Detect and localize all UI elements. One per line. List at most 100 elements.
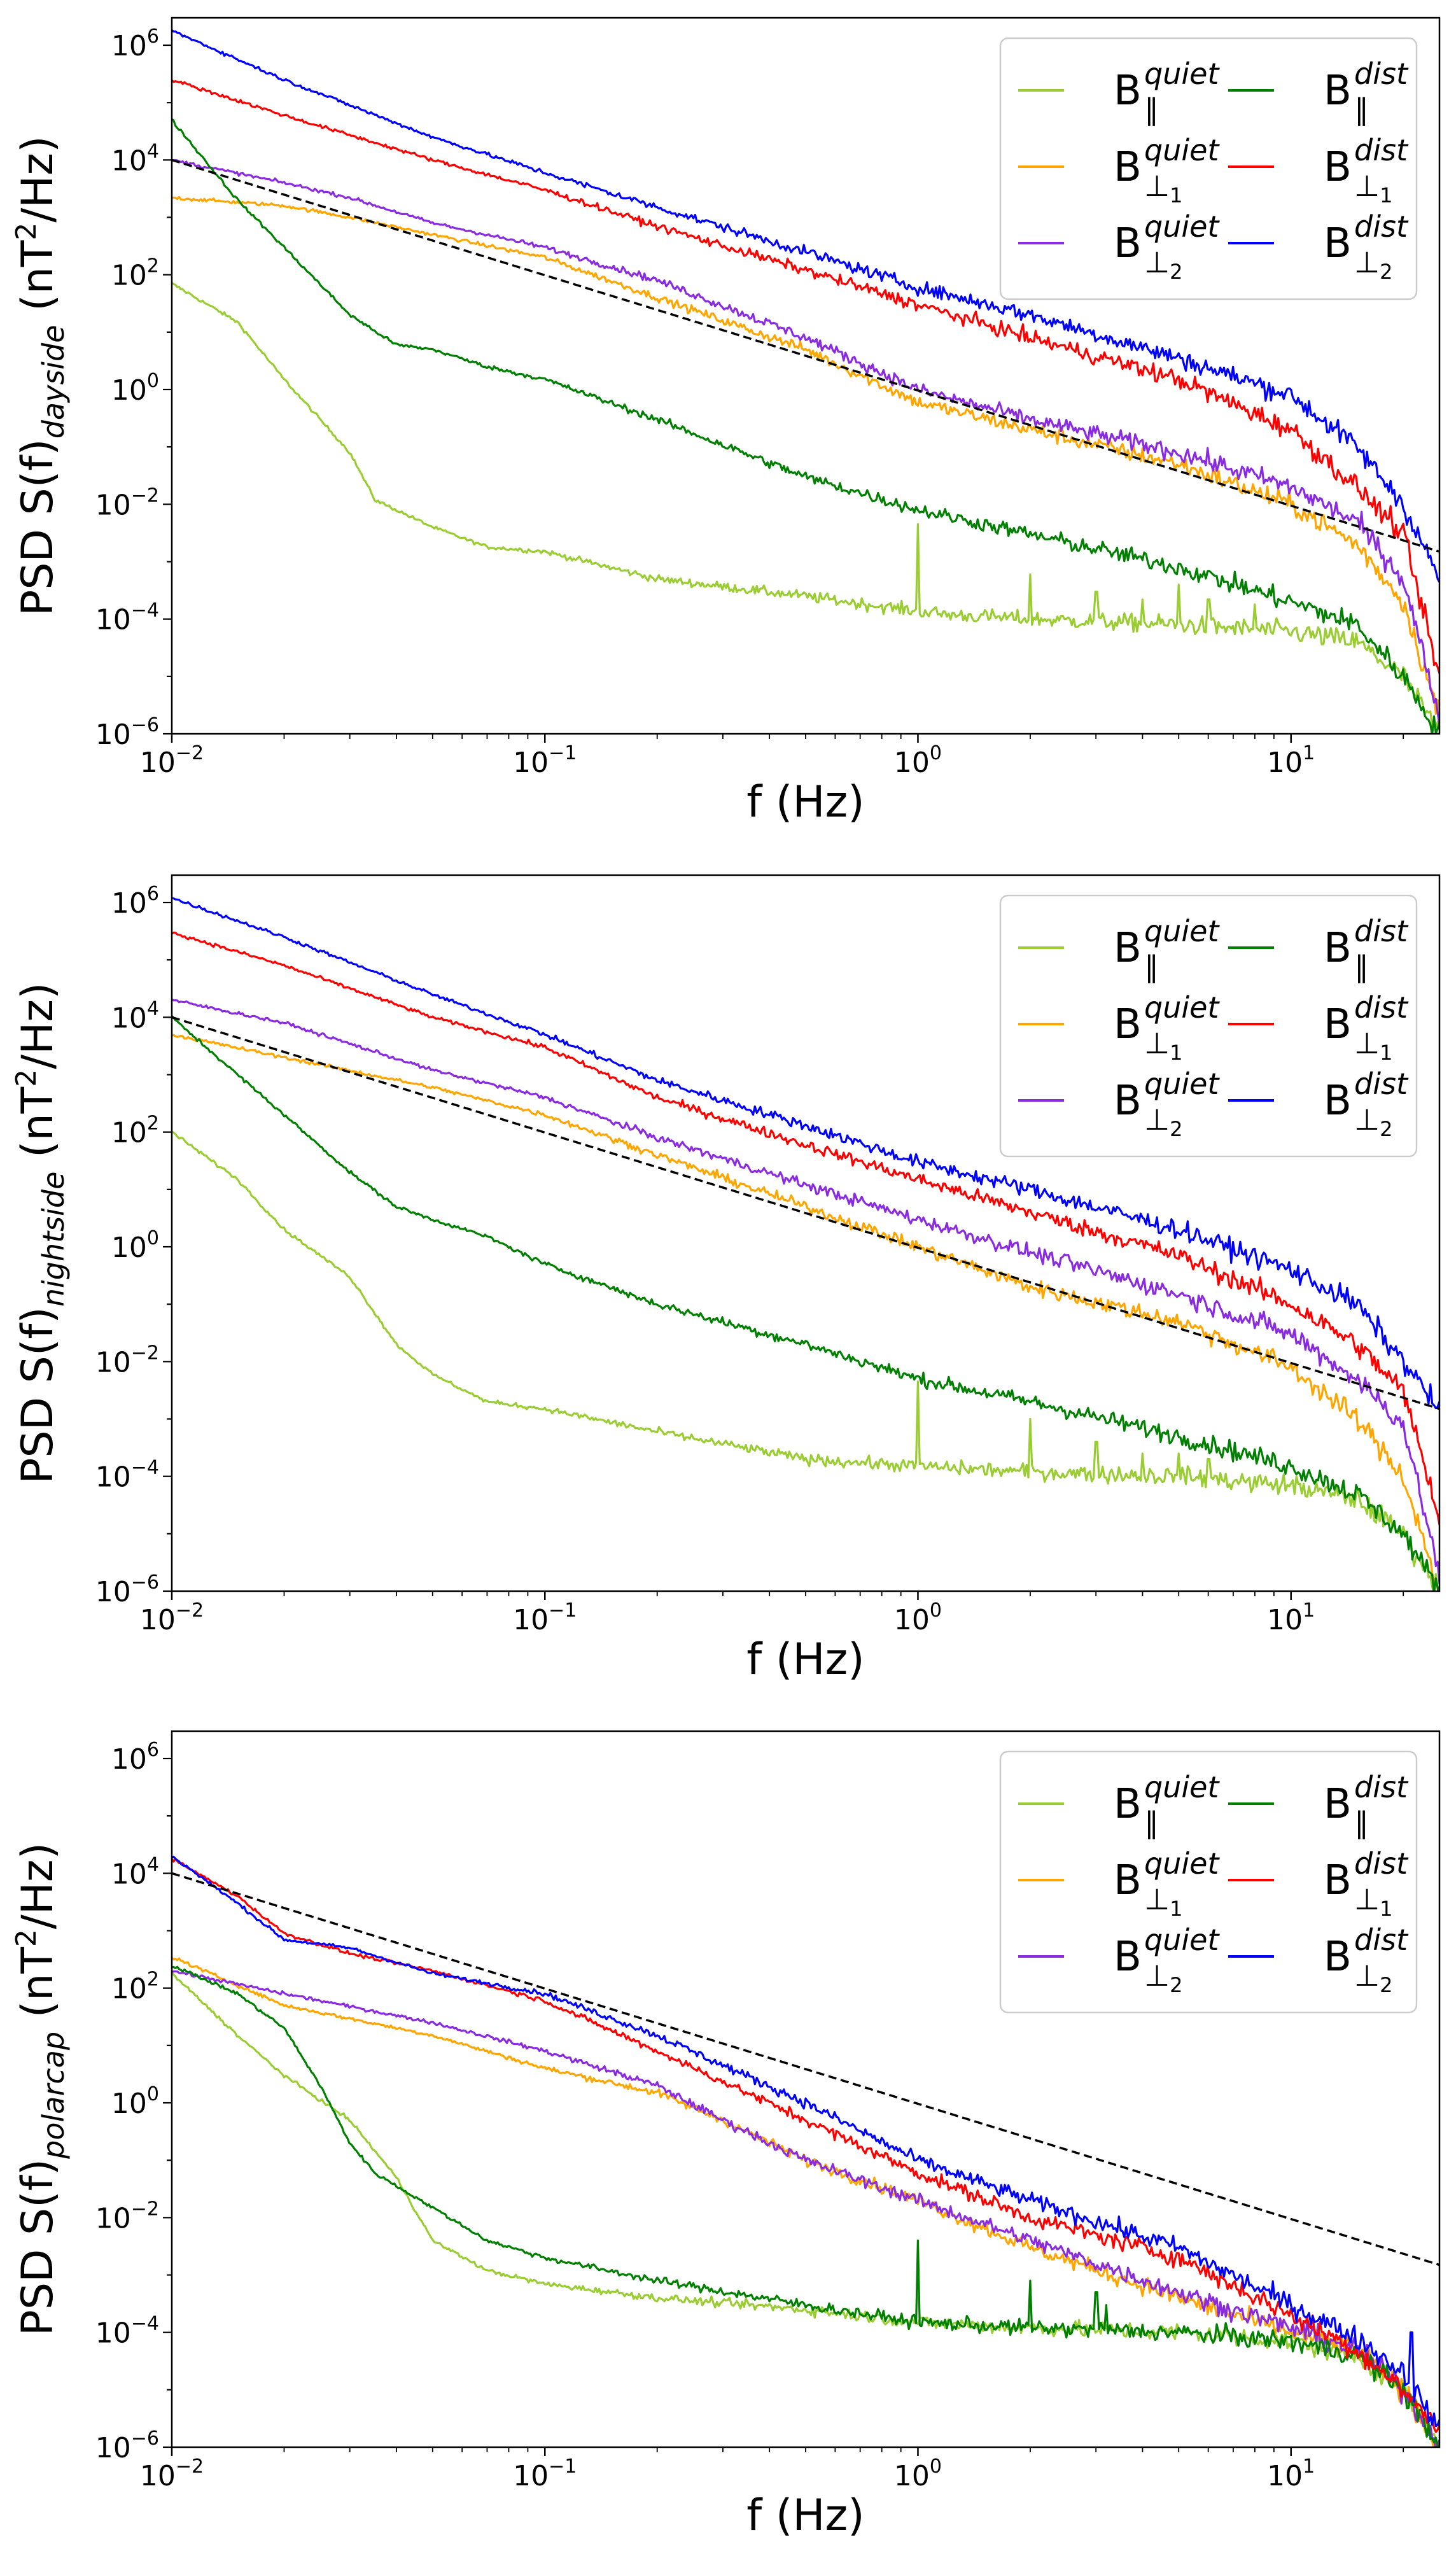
series-line-dist_perp2 [172,1855,1439,2427]
x-tick-base: 10 [140,1604,176,1636]
y-tick-exponent: 2 [147,1113,159,1135]
y-tick-base: 10 [95,1346,131,1379]
legend-superscript: quiet [1144,1770,1220,1804]
legend-superscript: dist [1354,914,1409,948]
legend-subscript: ⊥2 [1144,1958,1182,1997]
y-label-unit-tail: /Hz) [13,136,63,222]
legend-subscript: ∥ [1144,1806,1159,1840]
legend-superscript: dist [1354,1067,1409,1101]
legend-subscript: ⊥2 [1354,1958,1392,1997]
reference-line [172,158,1439,553]
y-tick-base: 10 [111,144,147,177]
reference-line [172,1872,1439,2266]
y-tick-exponent: 0 [147,1227,159,1249]
legend-superscript: dist [1354,133,1409,167]
y-tick-exponent: −4 [131,600,159,622]
legend-label: B [1114,1078,1142,1125]
legend-label: B [1324,1078,1352,1125]
y-tick-exponent: 6 [147,883,159,905]
legend-subscript-symbol: ⊥ [1144,1958,1170,1993]
y-label-subscript: polarcap [36,2032,71,2159]
legend-subscript-index: 1 [1170,1041,1182,1065]
x-tick-exponent: 0 [930,742,942,764]
legend-subscript: ⊥1 [1144,1026,1182,1065]
legend-subscript-index: 1 [1380,1041,1392,1065]
y-tick-label: 104 [111,1853,159,1890]
legend-subscript-symbol: ⊥ [1354,1102,1380,1137]
y-tick-exponent: −6 [131,2427,159,2450]
x-tick-base: 10 [894,1604,930,1636]
legend-subscript-symbol: ⊥ [1354,245,1380,279]
y-tick-exponent: −4 [131,2313,159,2335]
legend-superscript: dist [1354,1846,1409,1881]
x-tick-label: 10−1 [513,2455,577,2492]
legend-label: B [1114,925,1142,972]
y-tick-base: 10 [95,2432,131,2464]
series-line-dist_perp2 [172,29,1439,583]
y-tick-exponent: 4 [147,1853,159,1876]
legend-superscript: quiet [1144,209,1220,244]
y-axis-label: PSD S(f)polarcap (nT2/Hz) [10,1843,71,2336]
y-tick-base: 10 [111,887,147,920]
y-tick-label: 102 [111,255,159,292]
y-tick-exponent: −2 [131,484,159,507]
x-tick-exponent: −1 [549,742,577,764]
legend-subscript-symbol: ∥ [1144,92,1159,127]
legend-subscript-index: 2 [1170,260,1182,284]
x-tick-exponent: 1 [1303,742,1315,764]
y-tick-label: 10−6 [95,714,159,751]
legend-subscript: ⊥1 [1354,1882,1392,1921]
legend-subscript-symbol: ∥ [1354,950,1369,984]
legend-subscript-index: 2 [1380,1973,1392,1997]
legend-superscript: quiet [1144,990,1220,1025]
y-tick-exponent: −6 [131,1571,159,1594]
legend-superscript: quiet [1144,1923,1220,1957]
series-line-quiet_par [172,281,1439,731]
legend-subscript-symbol: ∥ [1144,950,1159,984]
x-tick-base: 10 [1267,2460,1303,2492]
legend-superscript: quiet [1144,57,1220,91]
legend-label: B [1114,67,1142,115]
y-tick-base: 10 [95,719,131,751]
legend-subscript: ⊥2 [1144,1102,1182,1141]
y-tick-exponent: 0 [147,2083,159,2105]
y-tick-base: 10 [95,604,131,636]
legend-subscript-symbol: ⊥ [1144,1026,1170,1060]
legend-subscript: ∥ [1144,950,1159,984]
series-line-dist_perp1 [172,931,1439,1526]
legend-subscript-index: 1 [1380,183,1392,207]
y-tick-base: 10 [95,1461,131,1494]
legend-label: B [1114,1857,1142,1904]
x-tick-exponent: −2 [176,742,204,764]
y-tick-base: 10 [111,1743,147,1776]
y-tick-label: 106 [111,25,159,62]
series-line-quiet_perp1 [172,195,1439,715]
legend-subscript-symbol: ⊥ [1144,1102,1170,1137]
reference-line [172,1016,1439,1410]
panel-polarcap: 10−2 10−1 100 10110−610−410−2100102104106f … [10,1730,1441,2541]
x-tick-exponent: 1 [1303,1599,1315,1622]
x-tick-base: 10 [894,2460,930,2492]
x-tick-exponent: 1 [1303,2455,1315,2478]
x-tick-label: 100 [894,742,942,779]
x-tick-label: 10−1 [513,742,577,779]
legend-label: B [1324,144,1352,191]
x-tick-label: 101 [1267,1599,1315,1636]
y-tick-label: 10−2 [95,2198,159,2235]
x-tick-exponent: −1 [549,2455,577,2478]
y-tick-label: 10−4 [95,2313,159,2350]
x-tick-label: 101 [1267,2455,1315,2492]
y-tick-base: 10 [111,1973,147,2005]
y-tick-base: 10 [95,489,131,521]
series-line-dist_perp1 [172,79,1439,674]
y-label-subscript: nightside [36,1172,71,1307]
legend-superscript: quiet [1144,133,1220,167]
